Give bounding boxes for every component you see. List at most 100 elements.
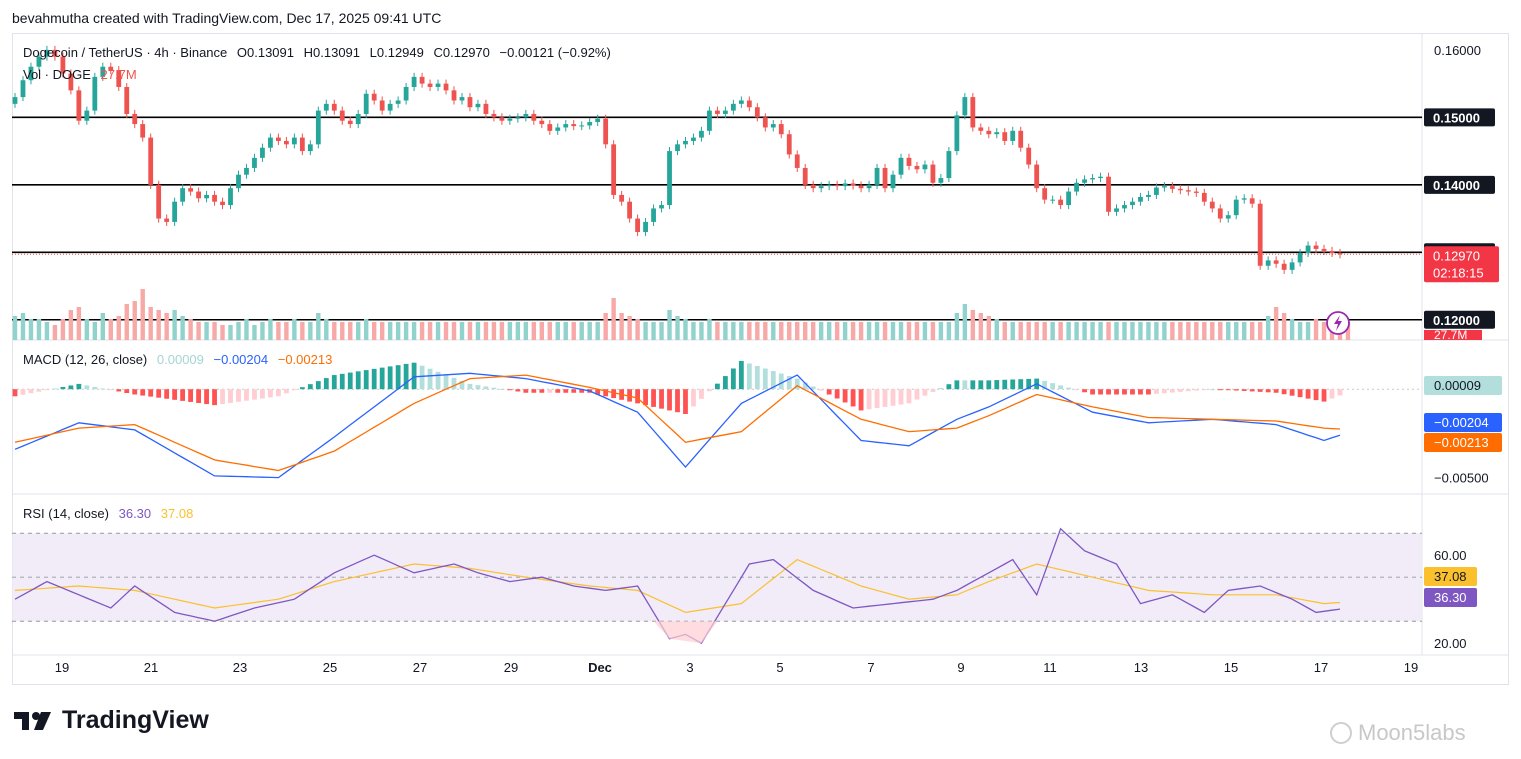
volume-bar [1234,322,1239,340]
candle-body [1042,188,1048,200]
ohlc-low: L0.12949 [369,45,424,60]
candle-body [531,113,537,121]
volume-bar [1122,322,1127,340]
macd-hist-bar [387,366,393,390]
macd-line [14,372,1341,479]
candle-body [754,107,760,118]
volume-bar [212,322,217,340]
volume-bar [196,322,201,340]
candle-body [611,144,617,195]
volume-bar [28,319,34,340]
candle-body [20,80,26,98]
candle-body [802,167,808,185]
macd-hist-bar [156,389,162,398]
candle-body [244,167,249,175]
macd-hist-bar [986,380,992,390]
macd-hist-bar [252,389,257,400]
macd-hist-bar [236,389,241,402]
rsi-value: 36.30 [118,506,152,521]
volume-tag [1424,330,1482,340]
volume-bar [132,301,137,340]
macd-hist-bar [555,389,561,393]
candle-body [212,194,217,202]
candle-body [299,137,305,152]
macd-hist-bar [283,389,289,394]
macd-hist-bar [1281,389,1287,395]
volume-bar [427,322,433,340]
macd-hist-bar [435,371,441,390]
rsi-label: RSI (14, close) [23,506,109,521]
candle-body [667,151,672,206]
macd-hist-bar [834,389,840,399]
macd-hist-bar [355,371,361,390]
candle-body [794,154,800,168]
volume-bar [803,322,808,340]
macd-hist-bar [898,389,904,405]
candle-body [715,110,720,114]
candle-body [459,97,465,101]
price-level-tag [1424,108,1495,127]
macd-hist-bar [204,389,209,405]
time-axis-label: 13 [1134,660,1148,675]
watermark: Moon5labs [1330,720,1466,746]
time-axis-label: Dec [588,660,612,675]
candle-body [1034,164,1040,189]
candle-body [1265,260,1271,266]
candle-body [722,110,728,114]
macd-hist-bar [826,389,832,395]
volume-bar [148,307,153,340]
candle-body [1161,186,1167,188]
volume-bar [826,322,832,340]
time-axis-label: 27 [413,660,427,675]
volume-bar [268,319,273,340]
logo-text: TradingView [62,706,209,734]
macd-hist-bar [100,388,106,390]
time-axis-label: 9 [957,660,964,675]
candle-body [124,86,130,114]
macd-hist-bar [379,367,385,390]
macd-hist-bar [1114,389,1119,395]
candle-body [1058,199,1064,206]
macd-hist-bar [539,389,545,393]
macd-hist-bar [1329,389,1335,399]
macd-hist-bar [922,389,928,396]
watermark-icon [1330,722,1352,744]
candle-body [132,113,138,125]
volume-bar [1090,322,1095,340]
macd-hist-bar [547,389,553,393]
macd-hist-bar [523,389,529,393]
volume-bar [100,313,106,340]
candle-body [627,201,633,219]
macd-axis-label: −0.00500 [1434,471,1489,486]
macd-hist-bar [1265,389,1271,393]
macd-label: MACD (12, 26, close) [23,352,148,367]
volume-bar [1226,322,1231,340]
price-axis: 0.160000.150000.140000.130000.120000.129… [1326,43,1502,651]
time-axis-label: 21 [144,660,158,675]
volume-bar [994,319,999,340]
volume-bar [1218,322,1223,340]
candle-body [810,184,816,189]
candle-body [922,164,928,170]
macd-hist-bar [307,384,313,390]
macd-hist-bar [794,378,800,390]
candle-body [36,56,42,67]
macd-hist-bar [858,389,864,411]
volume-bar [68,310,74,340]
candle-body [507,118,513,121]
macd-hist-bar [1249,389,1255,392]
time-axis-label: 19 [1404,660,1418,675]
macd-hist-bar [595,389,601,395]
candle-body [930,164,936,183]
macd-hist-bar [1313,389,1319,401]
volume-bar [92,322,98,340]
candle-body [563,124,569,128]
candle-body [419,76,425,84]
macd-hist-bar [627,389,633,402]
candle-body [1289,262,1295,270]
macd-hist-bar [770,371,776,390]
candle-body [276,137,281,141]
volume-bar [1050,322,1055,340]
macd-hist-bar [427,368,433,390]
